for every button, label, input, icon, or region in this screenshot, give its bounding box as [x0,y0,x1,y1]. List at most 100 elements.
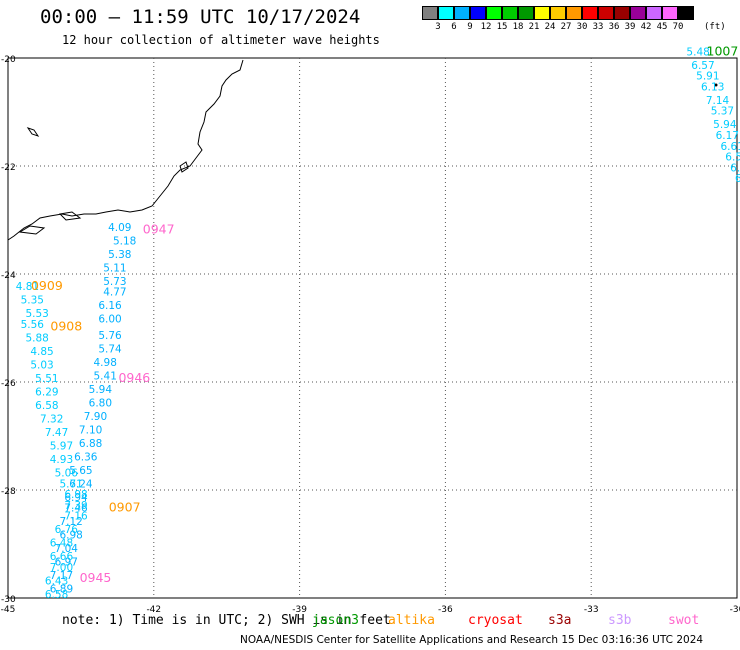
wave-height-label: 6.29 [35,387,58,399]
lon-tick-label: -36 [438,605,453,615]
satellite-name: swot [668,613,700,628]
wave-height-legend: 3 6 9 12 15 18 21 24 27 30 33 36 39 42 45 70 (ft) [422,6,726,34]
wave-height-label: 7.32 [40,414,63,426]
wave-height-label: 6.89 [50,584,73,596]
wave-height-label: 6.58 [45,589,68,601]
wave-height-label: 5.97 [50,441,73,453]
wave-height-label: 7.17 [50,570,73,582]
wave-height-label: 6.00 [98,314,121,326]
legend-label: 21 [528,22,540,32]
wave-height-label: 4.93 [50,454,73,466]
legend-label: 12 [480,22,492,32]
wave-height-label: 4.09 [108,222,131,234]
legend-swatch [422,6,438,20]
wave-height-label: 7.39 [64,500,87,512]
legend-swatch [662,6,678,20]
wave-height-label: 5.71 [59,478,82,490]
pass-time-label: 0907 [109,500,141,515]
wave-height-label: 6.36 [74,451,98,463]
wave-height-label: 5.48 [686,46,709,58]
legend-swatch [454,6,470,20]
legend-label: 30 [576,22,588,32]
wave-height-label: 5.18 [113,235,136,247]
pass-time-label: 0947 [143,222,175,237]
wave-height-label: 6.94 [64,492,88,504]
wave-height-label: 6.66 [50,551,74,563]
pass-time-label: 0945 [80,570,112,585]
satellite-name: s3b [608,613,632,628]
wave-height-label: 6.13 [701,81,724,93]
legend-label: 9 [467,22,473,32]
legend-label: 3 [435,22,441,32]
wave-height-label: 5.91 [696,71,719,83]
wave-height-label: 4.85 [30,346,53,358]
lat-tick-label: -24 [1,271,16,281]
wave-height-label: 6.57 [691,60,714,72]
wave-height-label: 7.47 [45,427,68,439]
wave-height-label: 4.98 [94,357,117,369]
lon-tick-label: -30 [730,605,740,615]
lat-tick-label: -28 [1,487,16,497]
lon-tick-label: -45 [1,605,16,615]
legend-swatch [534,6,550,20]
wave-height-label: 5.37 [711,106,734,118]
wave-height-label: 5.65 [69,465,92,477]
wave-height-label: 5.51 [35,373,58,385]
wave-height-label: 5.35 [21,295,44,307]
legend-swatches [422,6,694,20]
legend-label: 39 [624,22,636,32]
legend-labels: 3 6 9 12 15 18 21 24 27 30 33 36 39 42 45 70 [422,22,694,34]
legend-swatch [598,6,614,20]
wave-height-label: 5.41 [94,370,117,382]
legend-swatch [550,6,566,20]
legend-swatch [630,6,646,20]
wave-height-label: 7.00 [50,562,73,574]
wave-height-label: 6.56 [725,152,740,164]
satellite-name: altika [388,613,435,628]
wave-height-label: 6.97 [55,557,78,569]
wave-height-label: 6.58 [35,400,58,412]
lat-tick-label: -26 [1,379,16,389]
wave-height-label: 5.94 [89,384,113,396]
legend-swatch [518,6,534,20]
wave-height-label: 5.38 [108,249,131,261]
bay-outline [18,225,46,235]
lon-tick-label: -33 [584,605,599,615]
wave-height-label: 5.88 [25,333,48,345]
coastline [7,59,244,241]
wave-height-label: 6.98 [64,489,87,501]
credit-footer: NOAA/NESDIS Center for Satellite Applica… [240,634,704,646]
legend-label: 6 [451,22,457,32]
lon-tick-label: -42 [146,605,161,615]
lat-tick-label: -30 [1,595,16,605]
pass-time-label: 1007 [707,43,739,58]
legend-swatch [502,6,518,20]
lat-tick-label: -20 [1,55,16,65]
map-frame [7,57,738,599]
wave-height-label: 5.94 [713,119,737,131]
legend-label: 42 [640,22,652,32]
footnote: note: 1) Time is in UTC; 2) SWH is in fe… [62,613,391,628]
legend-label: 15 [496,22,508,32]
wave-height-label: 6.98 [59,530,82,542]
lat-tick-label: -22 [1,163,16,173]
wave-height-label: 6.89 [735,173,740,185]
wave-height-label: 5.74 [98,343,122,355]
wave-height-label: 7.90 [84,411,107,423]
wave-height-label: 4.77 [103,287,126,299]
bay-outline [58,211,82,221]
wave-height-label: 5.06 [55,468,79,480]
satellite-name: cryosat [468,613,523,628]
wave-height-label: 6.43 [45,576,68,588]
island-outline [26,127,40,137]
legend-label: 70 [672,22,684,32]
wave-height-label: 4.81 [16,281,39,293]
wave-height-label: 6.80 [89,397,112,409]
lagoon-outline [179,161,189,173]
wave-height-label: 6.88 [79,438,102,450]
wave-height-label: 7.16 [64,511,88,523]
wave-height-label: 7.14 [706,95,730,107]
map-title: 00:00 – 11:59 UTC 10/17/2024 [40,6,361,28]
legend-swatch [678,6,694,20]
